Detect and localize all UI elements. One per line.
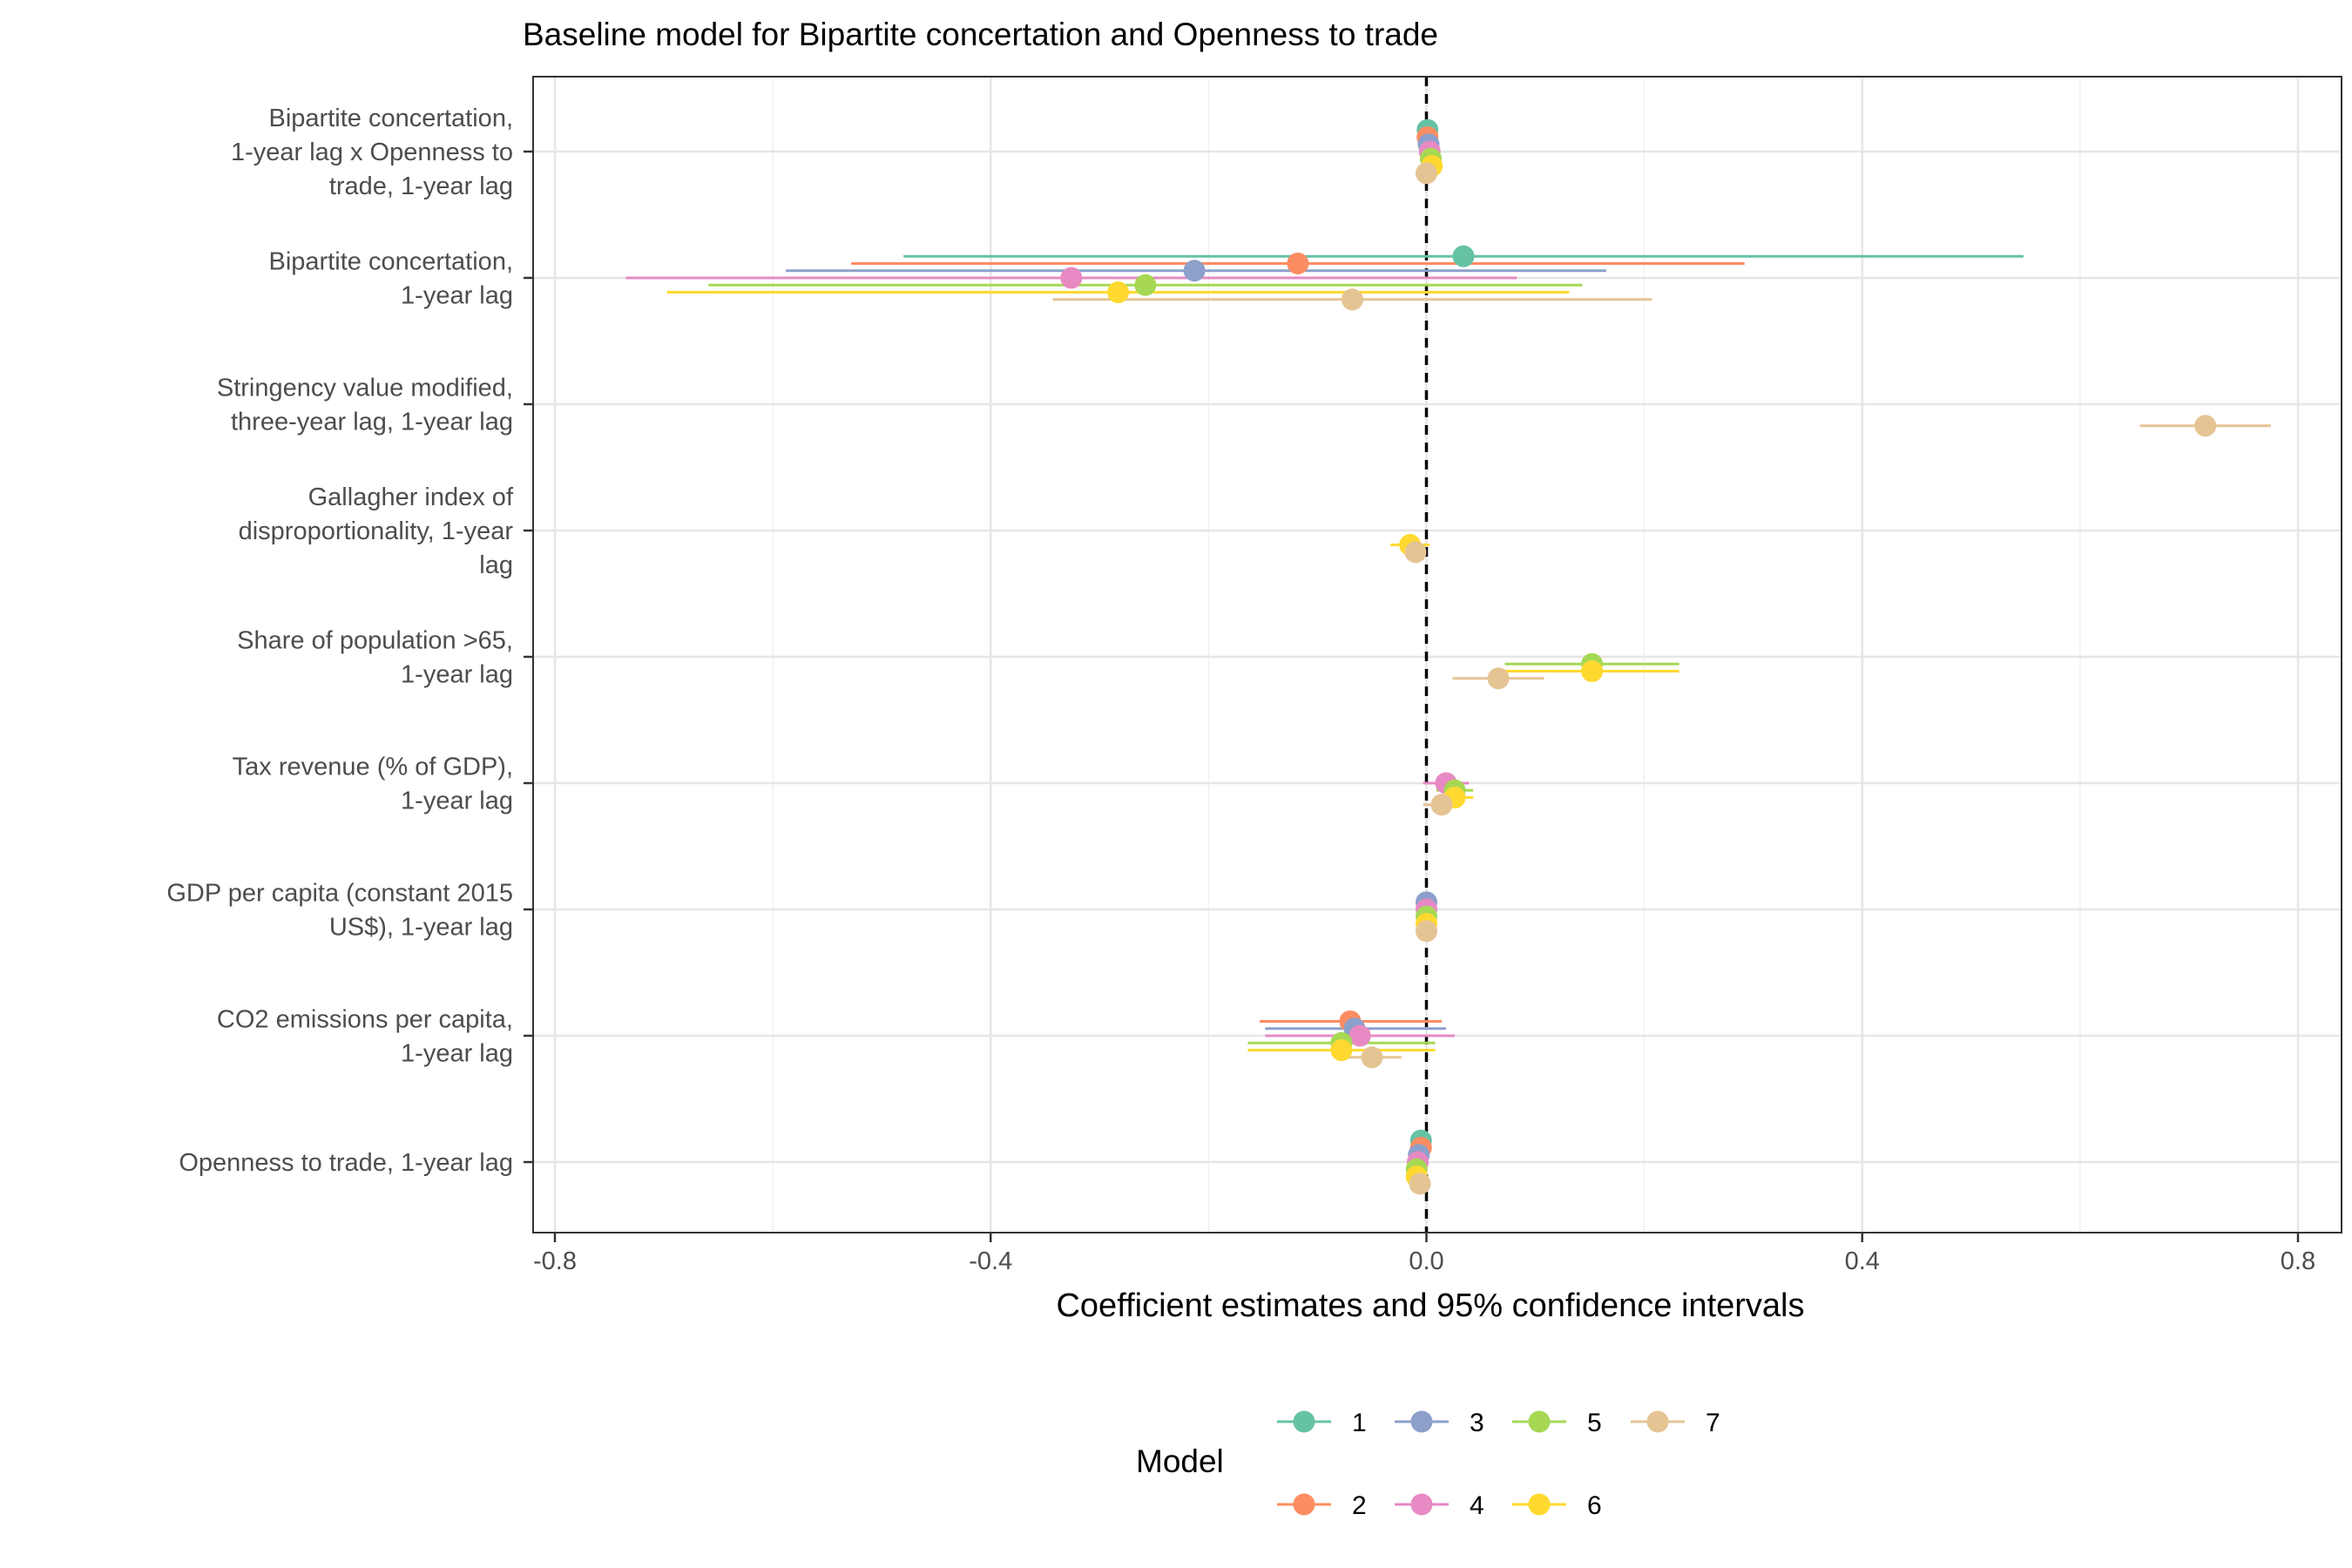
legend-key-3 (1395, 1410, 1449, 1433)
legend-label-5: 5 (1587, 1409, 1602, 1437)
plot-panel (533, 77, 2342, 1233)
legend-label-4: 4 (1470, 1491, 1484, 1520)
series-7-point (1409, 1173, 1431, 1195)
y-axis: Bipartite concertation, 1-year lag x Open… (166, 105, 533, 1177)
series-4-point (1348, 1024, 1371, 1047)
legend: Model 1 2 3 4 5 6 7 (1136, 1409, 1720, 1520)
x-tick-label: 0.4 (1845, 1247, 1880, 1275)
chart-title: Baseline model for Bipartite concertatio… (523, 17, 1438, 52)
series-marks (625, 118, 2271, 1195)
legend-key-point (1410, 1410, 1433, 1433)
panel-background (533, 77, 2342, 1233)
legend-key-point (1528, 1410, 1551, 1433)
series-7-point (1415, 162, 1437, 185)
series-6-point (1107, 281, 1130, 304)
panel-frame (532, 76, 2342, 1233)
x-axis-label: Coefficient estimates and 95% confidence… (1056, 1288, 1804, 1324)
legend-key-7 (1631, 1410, 1685, 1433)
legend-key-5 (1512, 1410, 1566, 1433)
legend-key-4 (1395, 1493, 1449, 1516)
y-tick-label: Openness to trade, 1-year lag (179, 1149, 513, 1177)
series-7-point (2194, 415, 2217, 437)
series-7-point (1430, 794, 1453, 816)
legend-key-point (1646, 1410, 1669, 1433)
y-tick-label: Gallagher index of disproportionality, 1-… (239, 483, 514, 579)
y-tick-label: Bipartite concertation, 1-year lag x Open… (231, 105, 513, 200)
series-2-point (1287, 252, 1309, 274)
legend-key-2 (1277, 1493, 1331, 1516)
series-4-point (1060, 267, 1083, 289)
series-7-point (1341, 288, 1363, 311)
legend-key-point (1293, 1410, 1315, 1433)
series-5-point (1134, 274, 1157, 296)
legend-key-1 (1277, 1410, 1331, 1433)
legend-title: Model (1136, 1443, 1224, 1479)
x-tick-label: 0.8 (2281, 1247, 2315, 1275)
x-tick-label: -0.8 (533, 1247, 577, 1275)
y-tick-label: GDP per capita (constant 2015 US$), 1-yea… (166, 880, 513, 942)
legend-label-3: 3 (1470, 1409, 1484, 1437)
legend-label-2: 2 (1352, 1491, 1367, 1520)
legend-label-6: 6 (1587, 1491, 1602, 1520)
series-1-point (1452, 245, 1475, 267)
legend-key-point (1293, 1493, 1315, 1516)
y-tick-label: Stringency value modified, three-year lag… (217, 375, 513, 436)
series-7-point (1404, 541, 1427, 564)
panel-border (532, 76, 2342, 1233)
y-tick-label: Tax revenue (% of GDP), 1-year lag (233, 754, 513, 815)
legend-label-1: 1 (1352, 1409, 1367, 1437)
series-6-point (1330, 1039, 1353, 1062)
legend-key-point (1410, 1493, 1433, 1516)
series-7-point (1361, 1046, 1383, 1069)
x-tick-label: 0.0 (1409, 1247, 1443, 1275)
legend-label-7: 7 (1706, 1409, 1720, 1437)
point-estimates (1060, 118, 2217, 1195)
series-7-point (1487, 667, 1510, 690)
series-6-point (1581, 660, 1604, 683)
y-tick-label: Bipartite concertation, 1-year lag (269, 248, 513, 310)
legend-key-6 (1512, 1493, 1566, 1516)
series-7-point (1415, 920, 1437, 943)
x-tick-label: -0.4 (969, 1247, 1012, 1275)
x-axis: -0.8 -0.4 0.0 0.4 0.8 (533, 1233, 2315, 1275)
y-tick-label: CO2 emissions per capita, 1-year lag (217, 1006, 513, 1068)
legend-key-point (1528, 1493, 1551, 1516)
series-3-point (1183, 260, 1206, 282)
y-tick-label: Share of population >65, 1-year lag (237, 627, 513, 689)
